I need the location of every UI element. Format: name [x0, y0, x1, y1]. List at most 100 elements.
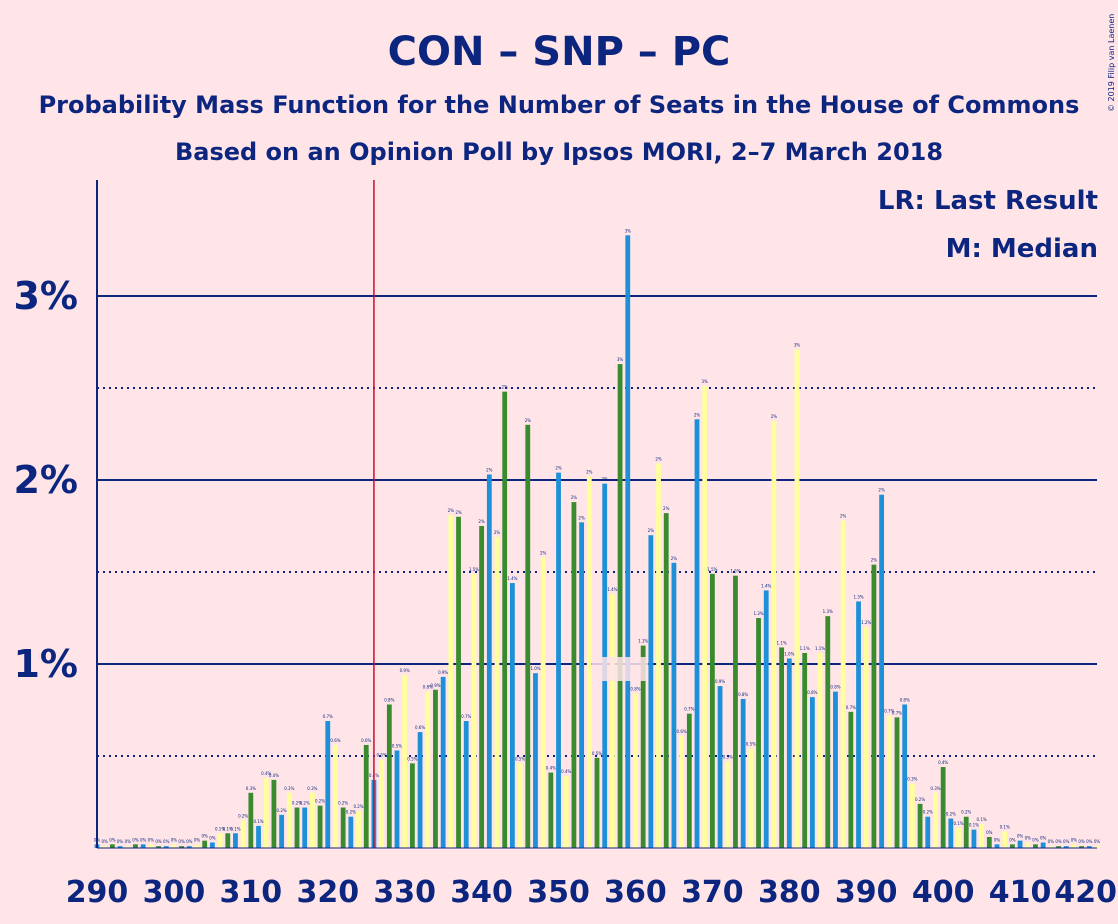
bar-label-seat-416: 0%: [1063, 839, 1070, 844]
bar-label-seat-411: 0%: [1025, 835, 1032, 840]
x-tick-label: 300: [143, 875, 206, 910]
bar-value-labels: 0%0%0%0%0%0%0%0%0%0%0%0%0%0%0%0%0.1%0.1%…: [94, 228, 1101, 844]
bar-seat-307: [225, 833, 231, 848]
bar-label-seat-377: 1.4%: [761, 583, 771, 588]
bar-seat-406: [986, 836, 992, 848]
bar-seat-369: [702, 386, 708, 848]
bar-seat-292: [109, 844, 115, 848]
bar-seat-352: [571, 502, 577, 848]
bar-label-seat-406: 0%: [986, 830, 993, 835]
bar-seat-364: [663, 513, 669, 848]
bar-label-seat-361: 1.1%: [638, 639, 648, 644]
bar-label-seat-420: 0%: [1094, 839, 1101, 844]
bar-seat-357: [609, 594, 615, 848]
x-tick-label: 340: [450, 875, 513, 910]
bar-seat-411: [1025, 842, 1031, 848]
bar-label-seat-341: 2%: [486, 467, 493, 472]
bar-seat-350: [556, 472, 561, 848]
x-tick-label: 410: [989, 875, 1052, 910]
bar-label-seat-370: 1.5%: [707, 567, 717, 572]
bar-seat-338: [463, 721, 469, 848]
bar-seat-322: [340, 807, 346, 848]
bar-label-seat-355: 0.5%: [592, 751, 602, 756]
median-marker: [592, 657, 649, 681]
bar-seat-303: [194, 844, 200, 848]
bar-seat-412: [1033, 844, 1038, 848]
bar-label-seat-324: 0.2%: [353, 804, 363, 809]
bar-seat-351: [563, 776, 569, 848]
x-tick-label: 380: [758, 875, 821, 910]
bar-seat-299: [163, 846, 169, 848]
bar-seat-293: [117, 846, 123, 848]
bar-label-seat-299: 0%: [163, 839, 170, 844]
bar-seat-401: [948, 818, 954, 848]
bar-seat-362: [648, 535, 654, 848]
bar-seat-335: [440, 676, 446, 848]
bar-seat-298: [156, 846, 161, 848]
bar-label-seat-399: 0.3%: [930, 786, 940, 791]
bar-seat-404: [971, 829, 977, 848]
bar-seat-328: [386, 704, 392, 848]
bar-seat-358: [617, 364, 623, 848]
bar-seat-410: [1017, 840, 1023, 848]
bar-seat-323: [348, 816, 354, 848]
bar-label-seat-293: 0%: [117, 839, 124, 844]
bar-seat-389: [856, 601, 861, 848]
bar-seat-302: [186, 846, 192, 848]
bar-label-seat-301: 0%: [178, 839, 185, 844]
bar-label-seat-327: 0.5%: [377, 753, 387, 758]
bar-label-seat-381: 3%: [794, 342, 801, 347]
bar-label-seat-375: 0.5%: [746, 742, 756, 747]
copyright-note: © 2019 Filip van Laenen: [1107, 14, 1116, 112]
bar-label-seat-313: 0.4%: [269, 773, 279, 778]
bar-label-seat-417: 0%: [1071, 837, 1078, 842]
bar-label-seat-403: 0.2%: [961, 810, 971, 815]
bar-label-seat-362: 2%: [648, 528, 655, 533]
bar-seat-417: [1071, 844, 1077, 848]
bar-label-seat-321: 0.6%: [330, 738, 340, 743]
y-tick-label: 2%: [13, 458, 78, 502]
bar-label-seat-408: 0.1%: [1000, 824, 1010, 829]
bar-seat-400: [940, 767, 946, 848]
y-tick-label: 3%: [13, 274, 78, 318]
bar-seat-392: [879, 494, 885, 848]
bar-label-seat-335: 0.9%: [438, 670, 448, 675]
bar-seat-306: [217, 833, 223, 848]
bar-label-seat-365: 2%: [671, 556, 678, 561]
bar-label-seat-402: 0.1%: [953, 821, 963, 826]
bar-seat-310: [248, 792, 254, 848]
bar-seat-312: [263, 778, 269, 848]
bar-seat-321: [333, 744, 338, 848]
bar-label-seat-349: 0.4%: [546, 766, 556, 771]
bar-label-seat-298: 0%: [155, 839, 162, 844]
bar-label-seat-310: 0.3%: [246, 786, 256, 791]
x-tick-label: 360: [604, 875, 667, 910]
bar-seat-399: [933, 792, 938, 848]
bar-seat-361: [640, 645, 646, 848]
bar-label-seat-400: 0.4%: [938, 760, 948, 765]
bar-seat-387: [840, 520, 846, 848]
bar-label-seat-363: 2%: [655, 456, 662, 461]
bar-seat-381: [794, 349, 800, 848]
bar-label-seat-296: 0%: [140, 837, 147, 842]
bar-label-seat-391: 2%: [871, 558, 878, 563]
bar-seat-334: [433, 689, 438, 848]
bar-label-seat-388: 0.7%: [846, 705, 856, 710]
bar-seat-405: [979, 824, 985, 848]
bar-seat-329: [394, 750, 400, 848]
bar-label-seat-379: 1.1%: [777, 640, 787, 645]
bar-seat-311: [256, 825, 261, 848]
bar-label-seat-314: 0.2%: [277, 808, 287, 813]
bar-seat-301: [179, 846, 185, 848]
bar-label-seat-350: 2%: [555, 466, 562, 471]
bar-seat-393: [886, 715, 892, 848]
bar-seat-336: [448, 514, 454, 848]
bar-label-seat-300: 0%: [171, 837, 178, 842]
bar-label-seat-404: 0.1%: [969, 823, 979, 828]
bar-seat-330: [402, 675, 408, 848]
bar-label-seat-343: 2%: [502, 385, 509, 390]
bar-seat-324: [356, 811, 361, 848]
bar-seat-366: [679, 735, 685, 848]
bar-label-seat-405: 0.1%: [977, 817, 987, 822]
bar-seat-349: [548, 772, 554, 848]
